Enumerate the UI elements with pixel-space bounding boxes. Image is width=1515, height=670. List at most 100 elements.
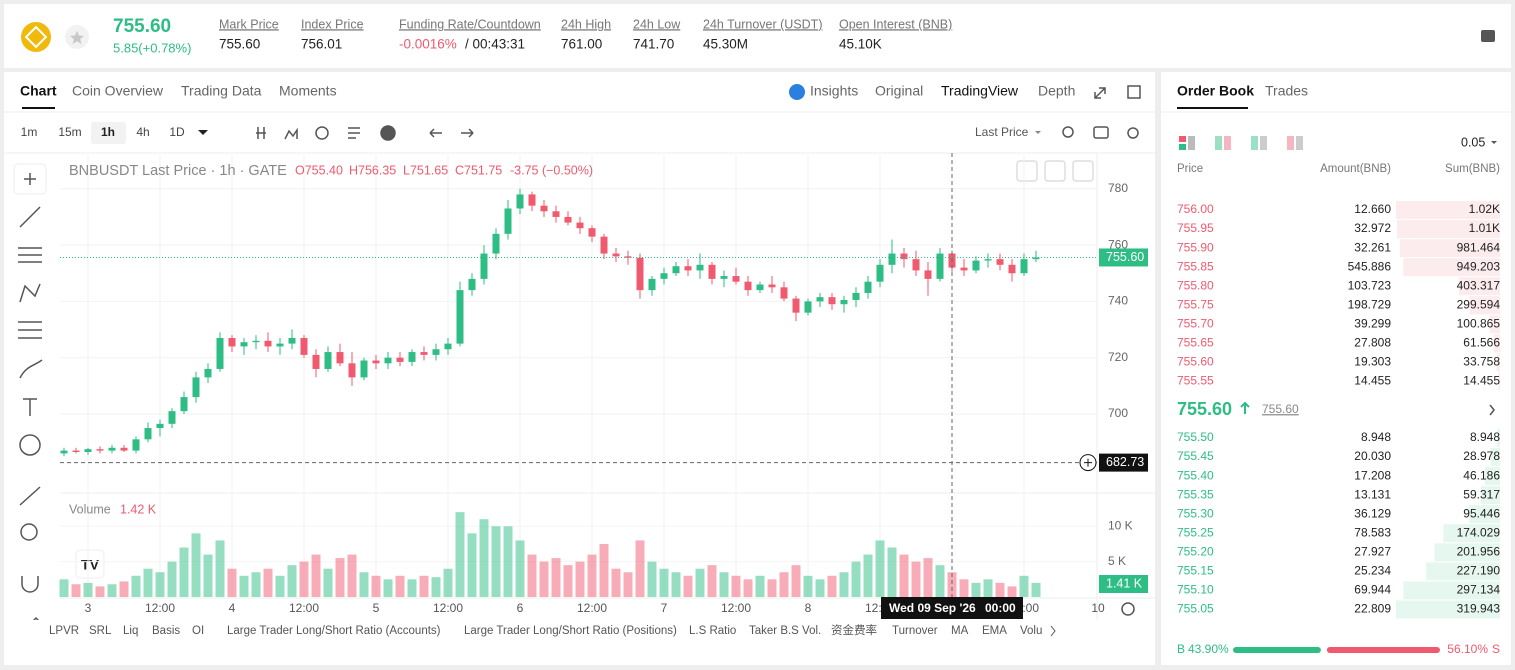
icon[interactable] <box>1179 136 1186 142</box>
projection-tool[interactable] <box>18 321 42 339</box>
book-sum: 403.317 <box>1457 278 1501 292</box>
icon[interactable] <box>1224 136 1231 150</box>
candle-body <box>312 354 320 369</box>
undo-icon[interactable] <box>429 128 442 138</box>
window-icon[interactable] <box>1127 85 1141 99</box>
book-price: 755.80 <box>1177 278 1214 292</box>
more-chevron[interactable] <box>1050 625 1056 637</box>
candle-body <box>768 284 776 288</box>
logo-mark <box>24 25 48 49</box>
interval[interactable]: 15m <box>58 125 81 139</box>
indicator-tab[interactable]: L.S Ratio <box>689 625 736 637</box>
caret[interactable] <box>1035 131 1041 134</box>
magnet-tool[interactable] <box>21 576 39 593</box>
price-type[interactable]: Last Price <box>975 125 1029 139</box>
view-tab[interactable]: Original <box>875 83 923 99</box>
icon[interactable] <box>1287 136 1294 150</box>
indicator-tab[interactable]: LPVR <box>49 625 79 637</box>
icon[interactable] <box>1215 136 1222 150</box>
view-tab[interactable]: TradingView <box>941 83 1019 99</box>
ruler-tool[interactable] <box>19 486 41 506</box>
chart-tab[interactable]: Trading Data <box>181 83 262 99</box>
candle-body <box>1020 259 1028 274</box>
fib-tool[interactable] <box>18 247 42 263</box>
column-header: Amount(BNB) <box>1320 163 1391 175</box>
settings-icon[interactable] <box>1121 602 1135 616</box>
indicator-tab[interactable]: Volu <box>1020 625 1042 637</box>
scroll-icon[interactable] <box>1016 160 1038 182</box>
search-icon[interactable] <box>1062 126 1074 138</box>
camera-icon[interactable] <box>1093 126 1109 139</box>
book-tab[interactable]: Order Book <box>1177 83 1254 99</box>
tv-logo <box>75 549 105 579</box>
volume-bar <box>827 575 837 597</box>
pattern-tool[interactable] <box>19 283 41 303</box>
x-tick-label: 3 <box>85 601 92 615</box>
indicator-tab[interactable]: SRL <box>89 625 112 637</box>
tick-size[interactable]: 0.05 <box>1461 135 1485 149</box>
book-icon[interactable] <box>1481 30 1495 42</box>
indicator-tab[interactable]: MA <box>951 625 969 637</box>
chart-tab[interactable]: Coin Overview <box>72 83 164 99</box>
caret[interactable] <box>198 130 208 135</box>
expand-icon[interactable] <box>1094 87 1106 99</box>
volume-bar <box>1031 582 1041 597</box>
volume-bar <box>467 533 477 597</box>
indicator-tab[interactable]: Taker B.S Vol. <box>749 625 821 637</box>
indicator-tab[interactable]: Turnover <box>892 625 938 637</box>
emoji-tool[interactable] <box>19 434 41 456</box>
indicator-icon[interactable] <box>284 127 298 140</box>
book-tab[interactable]: Trades <box>1265 83 1308 99</box>
brush-tool[interactable] <box>19 359 43 379</box>
zoom-tool[interactable] <box>20 523 38 541</box>
chart-tab[interactable]: Chart <box>20 83 57 99</box>
indicator-tab[interactable]: Large Trader Long/Short Ratio (Positions… <box>464 625 677 637</box>
indicator-tab[interactable]: OI <box>192 625 204 637</box>
interval[interactable]: 1h <box>101 125 115 139</box>
indicator-tab[interactable]: Large Trader Long/Short Ratio (Accounts) <box>227 625 441 637</box>
volume-tag-text: 1.41 K <box>1106 576 1143 590</box>
indicator-tab[interactable]: 资金费率 <box>831 623 877 637</box>
text-tool[interactable] <box>23 398 37 416</box>
book-sum: 227.190 <box>1457 564 1501 578</box>
indicator-tab[interactable]: EMA <box>982 625 1007 637</box>
interval[interactable]: 4h <box>136 125 149 139</box>
settings-icon[interactable] <box>1127 127 1139 139</box>
view-tab[interactable]: Depth <box>1038 83 1075 99</box>
cross-tool[interactable] <box>24 173 36 185</box>
line-tool[interactable] <box>19 206 41 228</box>
indicator-tab[interactable]: Basis <box>152 625 180 637</box>
interval[interactable]: 1D <box>169 125 185 139</box>
collapse-icon[interactable] <box>1044 160 1066 182</box>
indicator-tab[interactable]: Liq <box>123 625 138 637</box>
chart-tab[interactable]: Moments <box>279 83 337 99</box>
book-sum: 1.01K <box>1469 221 1500 235</box>
chevron[interactable] <box>1489 404 1495 416</box>
candle-body <box>996 259 1004 265</box>
candle-icon[interactable] <box>256 127 266 139</box>
volume-bar <box>83 582 93 597</box>
book-sum: 174.029 <box>1457 525 1501 539</box>
volume-bar <box>1007 586 1017 597</box>
redo-icon[interactable] <box>461 128 474 138</box>
caret[interactable] <box>1491 141 1497 144</box>
volume-bar <box>611 568 621 597</box>
add-icon[interactable] <box>380 125 396 141</box>
volume-bar <box>491 526 501 597</box>
reset-icon[interactable] <box>1072 160 1094 182</box>
candle-body <box>192 377 200 398</box>
volume-bar <box>527 554 537 597</box>
replay-icon[interactable] <box>315 126 329 140</box>
icon[interactable] <box>1296 136 1303 150</box>
volume-bar <box>335 558 345 597</box>
template-icon[interactable] <box>348 127 360 139</box>
candle-body <box>936 253 944 279</box>
icon[interactable] <box>1251 136 1258 150</box>
view-tab[interactable]: Insights <box>810 83 858 99</box>
interval[interactable]: 1m <box>21 125 38 139</box>
depth-bar <box>1443 524 1500 543</box>
icon[interactable] <box>1179 144 1186 150</box>
icon[interactable] <box>1260 136 1267 150</box>
volume-bar <box>251 572 261 597</box>
icon[interactable] <box>1188 136 1195 150</box>
